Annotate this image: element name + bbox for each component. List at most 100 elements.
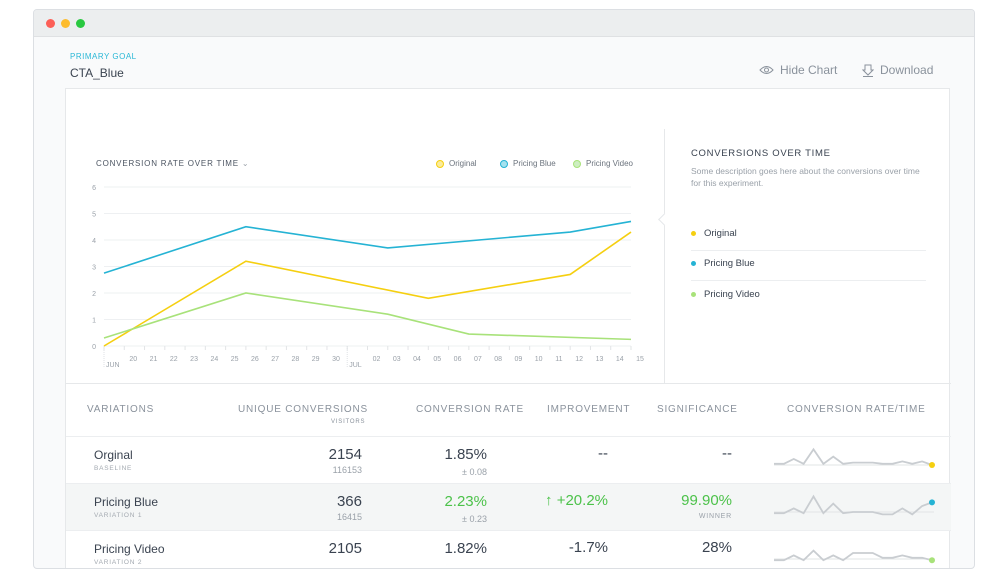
col-conversion-rate: CONVERSION RATE [416,404,524,415]
x-tick-label: 07 [474,356,482,363]
y-tick-label: 3 [92,265,96,272]
conversion-margin: ± 0.23 [462,514,487,524]
legend-pricing-video: Pricing Video [573,159,633,168]
eye-icon [759,66,774,74]
sparkline [774,494,935,516]
x-tick-label: 23 [190,356,198,363]
x-tick-label: 13 [596,356,604,363]
chart-side-panel: CONVERSIONS OVER TIME Some description g… [658,129,951,383]
significance: 28% [701,539,732,556]
x-tick-label: 06 [454,356,462,363]
significance-label: WINNER [698,513,732,520]
x-tick-label: 02 [373,356,381,363]
title-bar [34,10,974,37]
series-line-pricing-video [103,292,632,341]
table-row[interactable]: Orginal BASELINE 2154 116153 1.85% ± 0.0… [66,436,951,483]
legend-pricing-blue: Pricing Blue [500,159,556,168]
x-tick-label: 12 [575,356,583,363]
improvement: +20.2% [556,492,608,509]
col-significance: SIGNIFICANCE [657,404,738,415]
x-tick-label: 08 [494,356,502,363]
results-card: CONVERSION RATE OVER TIME ⌄ Original Pri… [65,88,951,568]
chevron-down-icon: ⌄ [241,159,250,168]
col-rate-time: CONVERSION RATE/TIME [787,404,926,415]
x-tick-label: 24 [210,356,218,363]
variation-name: Pricing Blue [94,495,159,509]
conversion-margin: ± 0.08 [462,467,487,477]
visitors: 116153 [332,465,362,475]
dot-icon [691,261,696,266]
dot-icon [691,292,696,297]
unique-conversions: 2154 [328,446,362,463]
variation-type: VARIATION 1 [94,512,143,519]
x-tick-label: 29 [312,356,320,363]
x-tick-label: 10 [535,356,543,363]
variations-table: VARIATIONS UNIQUE CONVERSIONS VISITORS C… [66,383,951,566]
x-tick-label: 21 [150,356,158,363]
table-row[interactable]: Pricing Video VARIATION 2 2105 1.82% -1.… [66,530,951,568]
visitors: 16415 [336,512,362,522]
x-tick-label: JUL [349,362,362,369]
series-line-original [103,231,632,347]
download-button[interactable]: Download [862,63,933,77]
side-item-pricing-video[interactable]: Pricing Video [691,289,926,311]
x-tick-label: 15 [636,356,644,363]
x-tick-label: 27 [271,356,279,363]
x-tick-label: 22 [170,356,178,363]
side-panel-title: CONVERSIONS OVER TIME [691,148,831,159]
y-tick-label: 5 [92,212,96,219]
series-line-pricing-blue [103,220,632,274]
x-tick-label: JUN [106,362,120,369]
sparkline-end-dot [929,557,935,564]
unique-conversions: 2105 [328,540,362,557]
close-window-button[interactable] [46,19,55,28]
sparkline-line [774,549,933,562]
x-tick-label: 28 [292,356,300,363]
x-tick-label: 20 [129,356,137,363]
y-tick-label: 6 [92,185,96,192]
sparkline-end-dot [929,499,935,506]
variation-type: BASELINE [94,465,133,472]
x-tick-label: 04 [413,356,421,363]
variation-type: VARIATION 2 [94,559,143,566]
sparkline [774,549,935,564]
legend-original: Original [436,159,477,168]
improvement: -- [598,445,608,462]
sparkline-line [774,447,933,466]
significance: -- [722,445,732,462]
x-tick-label: 26 [251,356,259,363]
significance: 99.90% [681,492,732,509]
sparkline-line [774,494,933,516]
maximize-window-button[interactable] [76,19,85,28]
side-item-original[interactable]: Original [691,228,926,251]
primary-goal-name: CTA_Blue [70,66,124,80]
hide-chart-button[interactable]: Hide Chart [759,63,837,77]
minimize-window-button[interactable] [61,19,70,28]
variation-name: Pricing Video [94,542,165,556]
x-tick-label: 14 [616,356,624,363]
sparkline [774,447,935,468]
col-variations: VARIATIONS [87,404,155,415]
y-tick-label: 2 [92,291,96,298]
chart-metric-dropdown[interactable]: CONVERSION RATE OVER TIME ⌄ [96,159,249,168]
app-window: PRIMARY GOAL CTA_Blue Hide Chart Downloa… [33,9,975,569]
x-tick-label: 09 [514,356,522,363]
x-tick-label: 05 [433,356,441,363]
download-label: Download [880,63,934,77]
conversion-rate: 1.85% [444,446,487,463]
x-tick-label: 11 [555,356,562,363]
side-item-pricing-blue[interactable]: Pricing Blue [691,258,926,281]
improvement: -1.7% [568,539,608,556]
col-visitors: VISITORS [331,419,366,425]
dot-icon [691,231,696,236]
conversion-rate: 1.82% [444,540,487,557]
variation-name: Orginal [94,448,133,462]
chart-title: CONVERSION RATE OVER TIME [96,159,239,168]
col-unique-conversions: UNIQUE CONVERSIONS [238,404,368,415]
col-improvement: IMPROVEMENT [547,404,631,415]
download-icon [862,64,874,77]
table-row[interactable]: Pricing Blue VARIATION 1 366 16415 2.23%… [66,483,951,530]
x-tick-label: 03 [393,356,401,363]
y-tick-label: 0 [92,344,96,351]
